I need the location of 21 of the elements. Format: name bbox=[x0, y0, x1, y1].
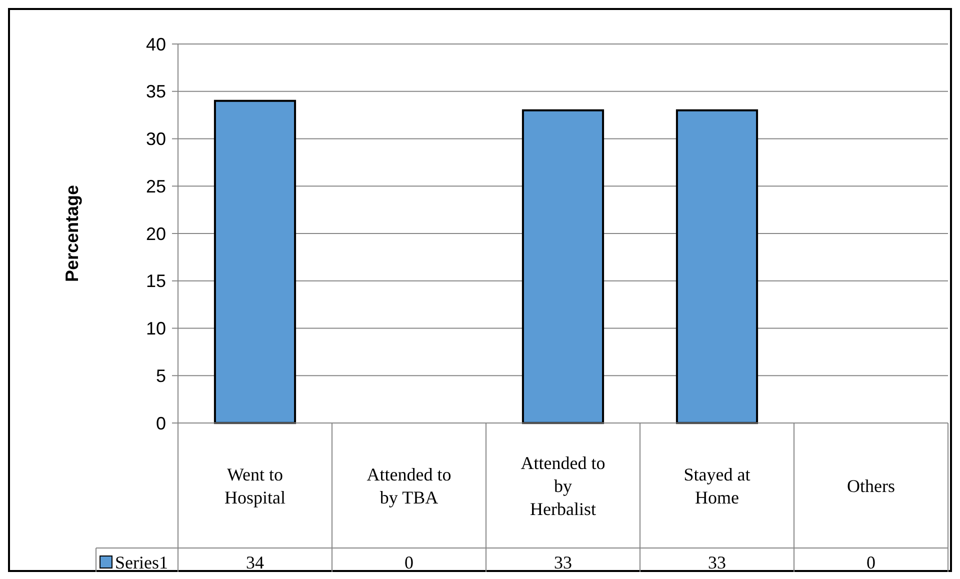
y-tick-label: 20 bbox=[146, 224, 166, 244]
y-tick-label: 5 bbox=[156, 366, 166, 386]
y-tick-label: 25 bbox=[146, 176, 166, 196]
x-tick-label: Went to Hospital bbox=[224, 464, 286, 508]
x-tick-label: Stayed at Home bbox=[684, 464, 750, 508]
x-tick-label: Attended to by TBA bbox=[366, 464, 452, 508]
y-tick-label: 40 bbox=[146, 34, 166, 54]
data-label: 0 bbox=[404, 552, 414, 572]
y-tick-label: 15 bbox=[146, 271, 166, 292]
data-label: 33 bbox=[554, 552, 572, 572]
data-label: 33 bbox=[708, 552, 726, 572]
y-tick-label: 30 bbox=[146, 129, 166, 150]
y-tick-label: 35 bbox=[146, 82, 166, 102]
legend-label: Series1 bbox=[115, 552, 168, 572]
data-label: 34 bbox=[246, 552, 264, 572]
x-tick-label: Attended to by Herbalist bbox=[520, 452, 606, 519]
y-tick-label: 10 bbox=[146, 318, 166, 339]
y-tick-label: 0 bbox=[156, 413, 166, 434]
y-axis-title: Percentage bbox=[62, 184, 82, 282]
data-label: 0 bbox=[866, 552, 876, 572]
x-tick-label: Others bbox=[847, 476, 895, 496]
